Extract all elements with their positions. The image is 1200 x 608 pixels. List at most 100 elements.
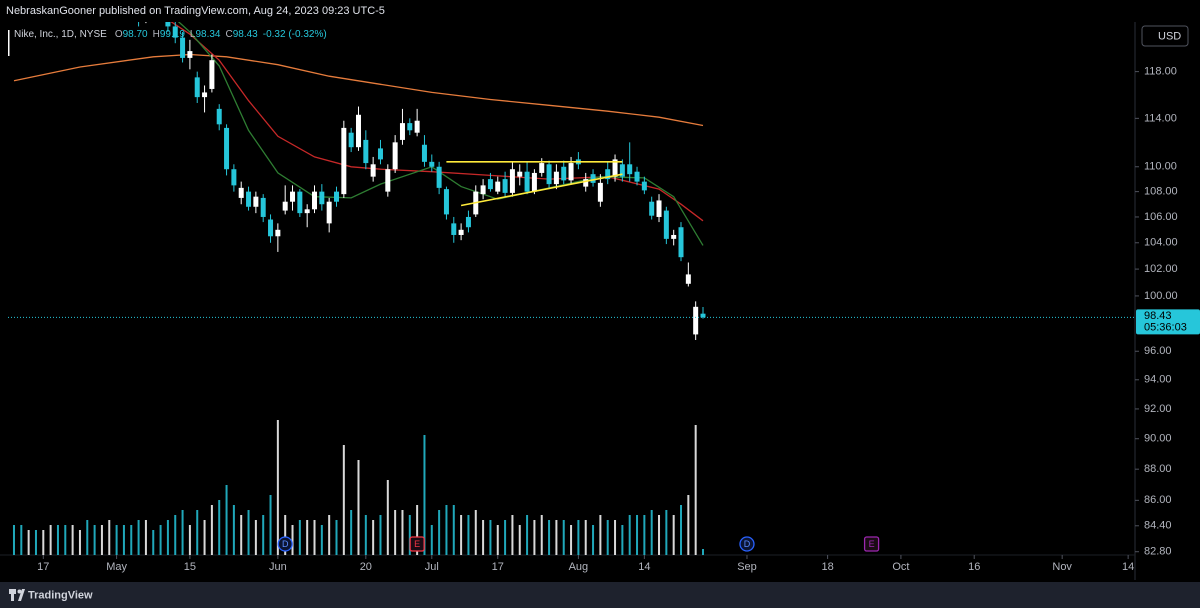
- volume-bar: [540, 515, 543, 555]
- volume-bar: [474, 510, 477, 555]
- volume-bar: [665, 510, 668, 555]
- candle-body: [458, 229, 464, 235]
- candle-body: [605, 169, 611, 180]
- x-tick-label: May: [106, 561, 127, 573]
- candle-body: [304, 209, 310, 214]
- currency-label[interactable]: USD: [1158, 30, 1181, 42]
- candle-body: [693, 306, 699, 335]
- volume-bar: [174, 515, 177, 555]
- moving-average: [13, 53, 704, 127]
- volume-bar: [357, 460, 360, 555]
- candle-body: [355, 114, 361, 148]
- x-tick-label: 17: [492, 561, 504, 573]
- candle-body: [700, 313, 706, 318]
- volume-bar: [86, 520, 89, 555]
- candle-body: [495, 181, 501, 192]
- candle-body: [414, 120, 420, 133]
- y-tick-label: 84.40: [1144, 520, 1172, 532]
- event-label: E: [414, 539, 420, 549]
- x-tick-label: 17: [37, 561, 49, 573]
- candle-body: [260, 197, 266, 217]
- candle-body: [443, 189, 449, 215]
- volume-bar: [49, 525, 52, 555]
- volume-bar: [386, 480, 389, 555]
- volume-bar: [130, 525, 133, 555]
- candle-body: [663, 210, 669, 239]
- x-tick-label: Sep: [737, 561, 757, 573]
- volume-bar: [702, 549, 704, 555]
- y-tick-label: 110.00: [1144, 161, 1177, 173]
- countdown: 05:36:03: [1144, 321, 1187, 333]
- candle-body: [465, 216, 471, 228]
- volume-bar: [650, 510, 653, 555]
- volume-bar: [636, 515, 639, 555]
- y-tick-label: 100.00: [1144, 290, 1178, 302]
- volume-bar: [225, 485, 228, 555]
- y-tick-label: 118.00: [1144, 66, 1177, 78]
- volume-bar: [71, 525, 74, 555]
- volume-bar: [232, 505, 235, 555]
- candle-body: [187, 51, 193, 58]
- plot: [8, 22, 1135, 555]
- volume-bar: [555, 520, 558, 555]
- candle-body: [312, 191, 318, 210]
- y-tick-label: 88.00: [1144, 463, 1172, 475]
- volume-bar: [372, 520, 375, 555]
- header: NebraskanGooner published on TradingView…: [6, 5, 385, 17]
- volume-bar: [467, 515, 470, 555]
- volume-bar: [570, 525, 573, 555]
- volume-bar: [181, 510, 184, 555]
- candle-body: [385, 169, 391, 192]
- volume-bar: [34, 530, 37, 555]
- volume-bar: [137, 520, 140, 555]
- volume-bar: [56, 525, 59, 555]
- y-tick-label: 94.00: [1144, 374, 1172, 386]
- volume-bar: [379, 515, 382, 555]
- volume-bar: [203, 520, 206, 555]
- legend-ohlc-value: 98.43: [233, 29, 258, 40]
- volume-bar: [320, 525, 323, 555]
- volume-bar: [394, 510, 397, 555]
- volume-bar: [452, 505, 455, 555]
- volume-bar: [672, 515, 675, 555]
- volume-bar: [218, 500, 221, 555]
- volume-bar: [108, 520, 111, 555]
- volume-bar: [269, 495, 272, 555]
- candle-body: [656, 200, 662, 217]
- volume-bar: [577, 520, 580, 555]
- candle-body: [392, 142, 398, 170]
- candle-body: [209, 60, 215, 89]
- x-tick-label: 16: [968, 561, 980, 573]
- volume-bar: [562, 520, 565, 555]
- volume-bar: [533, 520, 536, 555]
- volume-bar: [628, 515, 631, 555]
- y-tick-label: 106.00: [1144, 211, 1178, 223]
- candle-body: [597, 182, 603, 202]
- volume-bar: [342, 445, 345, 555]
- candle-body: [407, 123, 413, 131]
- volume-bar: [496, 525, 499, 555]
- candle-body: [649, 201, 655, 216]
- x-tick-label: Oct: [892, 561, 909, 573]
- candle-body: [627, 164, 633, 175]
- legend-ohlc-key: L: [190, 29, 196, 40]
- volume-bar: [313, 520, 316, 555]
- volume-bar: [423, 435, 426, 555]
- left-edge: [8, 30, 10, 56]
- volume-bar: [364, 515, 367, 555]
- volume-bar: [196, 510, 199, 555]
- volume-bar: [350, 510, 353, 555]
- volume-bar: [20, 525, 23, 555]
- candle-body: [480, 185, 486, 195]
- y-tick-label: 92.00: [1144, 403, 1172, 415]
- currency-button[interactable]: [1141, 25, 1189, 47]
- candle-body: [275, 229, 281, 237]
- volume-bar: [460, 515, 463, 555]
- volume-bar: [188, 525, 191, 555]
- y-tick-label: 96.00: [1144, 345, 1172, 357]
- legend-ohlc-value: 98.34: [195, 29, 220, 40]
- volume-bar: [511, 515, 514, 555]
- candle-body: [685, 274, 691, 284]
